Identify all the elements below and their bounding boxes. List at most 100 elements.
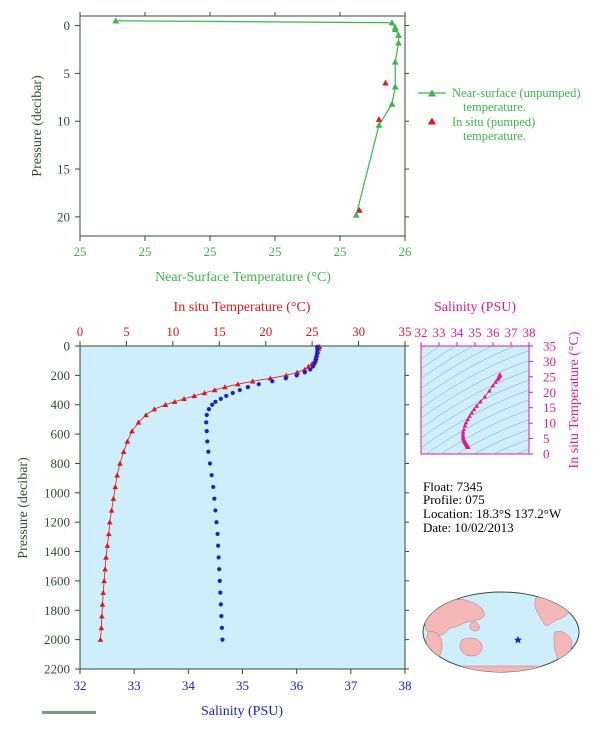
- pressure-tick-label: 200: [51, 368, 71, 383]
- temperature-point: [104, 542, 111, 548]
- unpumped-temperature-point: [352, 211, 360, 218]
- ts-point: [465, 417, 471, 422]
- ts-point: [462, 423, 468, 428]
- near-surface-xlabel: Near-Surface Temperature (°C): [155, 270, 331, 285]
- temp-tick-label: 30: [352, 324, 365, 339]
- profile-salinity-label: Salinity (PSU): [201, 704, 283, 719]
- salinity-point: [219, 614, 224, 619]
- legend-unpumped-label-line2: temperature.: [463, 100, 526, 114]
- temperature-point: [117, 460, 123, 466]
- temperature-point: [100, 589, 107, 595]
- temperature-point: [201, 390, 208, 396]
- ts-point: [474, 403, 480, 408]
- ts-point: [466, 444, 471, 450]
- temperature-point: [249, 378, 256, 384]
- temperature-point: [108, 507, 115, 513]
- temperature-point: [124, 438, 131, 444]
- ts-point: [461, 427, 467, 432]
- top-xtick-label: 25: [269, 244, 282, 259]
- top-xtick-label: 26: [399, 244, 413, 259]
- profile-axes: 0 5 10 15 20 25 30 35 32 33 34 35 36 37 38 0 200 400 600 80…: [44, 324, 412, 693]
- ts-density-contour: [515, 449, 529, 454]
- temperature-point: [99, 601, 106, 607]
- unpumped-temperature-point: [391, 25, 399, 33]
- top-xtick-label: 25: [74, 244, 87, 259]
- ts-sal-tick-label: 36: [487, 325, 501, 340]
- unpumped-temperature-point: [395, 39, 402, 46]
- profile-series: [97, 343, 323, 642]
- legend-unpumped-label-line1: Near-surface (unpumped): [452, 86, 581, 100]
- salinity-point: [315, 346, 320, 352]
- salinity-point: [220, 637, 225, 642]
- ts-point: [482, 394, 488, 399]
- ts-temp-tick-label: 15: [543, 400, 556, 415]
- sal-tick-label: 38: [399, 678, 412, 693]
- ts-series: [460, 372, 503, 450]
- temperature-point: [101, 578, 107, 584]
- pressure-tick-label: 2200: [44, 662, 70, 677]
- temperature-point: [143, 412, 149, 418]
- sal-tick-label: 37: [344, 678, 358, 693]
- salinity-point: [216, 555, 221, 560]
- salinity-point: [217, 578, 222, 584]
- ts-density-contour: [421, 346, 457, 370]
- temperature-point: [151, 406, 158, 412]
- unpumped-temperature-point: [395, 31, 402, 38]
- ts-density-contour: [425, 399, 529, 454]
- pressure-tick-label: 800: [51, 456, 71, 471]
- temperature-point: [99, 613, 105, 619]
- ts-density-contour: [473, 429, 529, 454]
- salinity-point: [206, 449, 211, 454]
- unpumped-temperature-point: [391, 58, 399, 65]
- near-surface-panel: 25 25 25 25 25 26 0 5 10 15 20 Near-Surface Temper…: [30, 12, 412, 285]
- sal-tick-label: 35: [236, 678, 249, 693]
- ts-sal-tick-label: 38: [523, 325, 536, 340]
- salinity-point: [213, 399, 218, 404]
- salinity-point: [256, 382, 261, 387]
- profile-number: Profile: 075: [423, 492, 485, 507]
- ts-density-contour: [412, 259, 538, 326]
- ts-density-contour: [421, 370, 529, 429]
- salinity-point: [308, 367, 313, 372]
- ts-point: [478, 399, 483, 404]
- temperature-point: [162, 401, 169, 407]
- unpumped-temperature-point: [375, 121, 383, 128]
- near-surface-ylabel: Pressure (decibar): [30, 75, 45, 177]
- sal-tick-label: 32: [74, 678, 87, 693]
- temperature-point: [135, 419, 142, 425]
- ts-point: [463, 420, 469, 425]
- legend-unpumped-marker: [428, 89, 436, 97]
- map-land-south-america: [553, 631, 573, 667]
- ts-point: [471, 406, 477, 412]
- temperature-point: [235, 381, 241, 387]
- temperature-point: [283, 372, 289, 378]
- legend-pumped-label-line1: In situ (pumped): [452, 115, 535, 129]
- top-xtick-label: 25: [139, 244, 152, 259]
- salinity-point: [302, 370, 307, 375]
- map-land-eurasia: [423, 599, 485, 636]
- ts-point: [460, 432, 466, 437]
- ts-temp-tick-label: 30: [543, 354, 556, 369]
- top-xtick-label: 25: [334, 244, 347, 259]
- temp-tick-label: 10: [166, 324, 179, 339]
- ts-point: [469, 410, 475, 415]
- profile-date: Date: 10/02/2013: [423, 520, 514, 535]
- salinity-point: [204, 429, 209, 434]
- profile-temperature-label: In situ Temperature (°C): [174, 300, 311, 315]
- ts-temp-tick-label: 25: [543, 369, 556, 384]
- salinity-point: [211, 484, 216, 490]
- pressure-tick-label: 600: [51, 427, 71, 442]
- pressure-tick-label: 1600: [44, 573, 70, 588]
- temp-tick-label: 0: [77, 324, 84, 339]
- salinity-point: [205, 439, 210, 444]
- map-land-australia: [459, 637, 483, 657]
- temperature-point: [120, 448, 127, 454]
- salinity-point: [218, 602, 223, 607]
- ts-sal-tick-label: 37: [505, 325, 519, 340]
- legend-pumped-label-line2: temperature.: [463, 129, 526, 143]
- profile-panel: 0 5 10 15 20 25 30 35 32 33 34 35 36 37 38 0 200 400 600 80…: [16, 300, 412, 719]
- temperature-point: [106, 519, 113, 525]
